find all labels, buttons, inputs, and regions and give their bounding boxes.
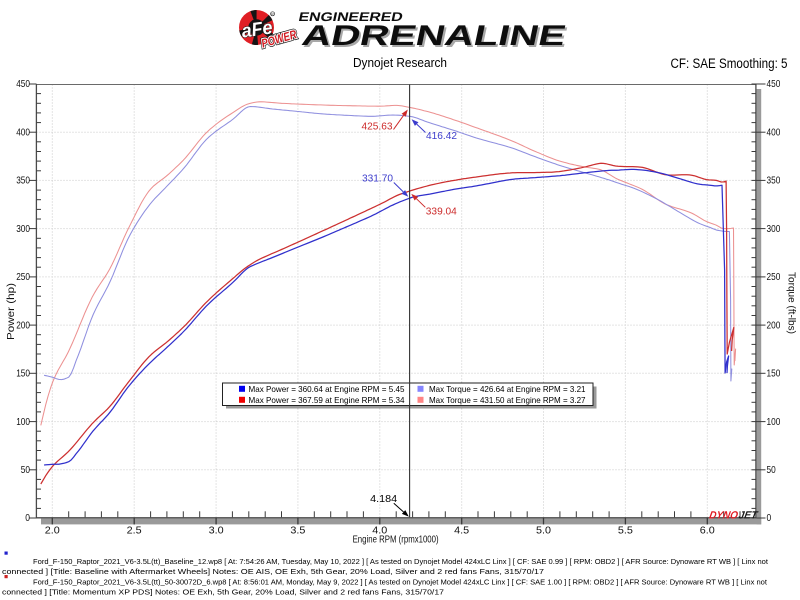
svg-text:ENGINEERED: ENGINEERED: [297, 10, 404, 24]
svg-text:connected ] [Title: Momentum X: connected ] [Title: Momentum XP PDS] Not…: [2, 588, 444, 597]
svg-text:5.5: 5.5: [618, 525, 633, 537]
svg-text:R: R: [271, 12, 274, 16]
svg-text:100: 100: [16, 416, 30, 428]
svg-text:ADRENALINE: ADRENALINE: [301, 22, 571, 54]
svg-text:350: 350: [16, 175, 30, 187]
svg-text:Torque (ft-lbs): Torque (ft-lbs): [786, 272, 798, 334]
svg-text:CF: SAE Smoothing: 5: CF: SAE Smoothing: 5: [671, 56, 788, 71]
svg-text:200: 200: [767, 319, 781, 331]
svg-text:Max Torque = 431.50 at Engine: Max Torque = 431.50 at Engine RPM = 3.27: [429, 396, 586, 405]
svg-text:Max Torque = 426.64 at Engine: Max Torque = 426.64 at Engine RPM = 3.21: [429, 385, 586, 394]
svg-text:150: 150: [767, 368, 781, 380]
svg-text:Max Power = 360.64 at Engine R: Max Power = 360.64 at Engine RPM = 5.45: [249, 385, 405, 394]
svg-text:connected ] [Title: Baseline w: connected ] [Title: Baseline with Afterm…: [2, 567, 544, 576]
svg-text:300: 300: [16, 223, 30, 235]
svg-text:4.5: 4.5: [454, 525, 469, 537]
svg-text:2.5: 2.5: [127, 525, 142, 537]
svg-text:200: 200: [16, 319, 30, 331]
svg-text:450: 450: [16, 78, 30, 90]
svg-text:3.0: 3.0: [209, 525, 224, 537]
svg-text:425.63: 425.63: [362, 121, 393, 133]
svg-text:Ford_F-150_Raptor_2021_V6-3.5L: Ford_F-150_Raptor_2021_V6-3.5L(tt)_50-30…: [33, 577, 768, 586]
svg-text:50: 50: [767, 464, 776, 476]
svg-text:416.42: 416.42: [426, 130, 457, 142]
svg-text:Max Power = 367.59 at Engine R: Max Power = 367.59 at Engine RPM = 5.34: [249, 396, 405, 405]
svg-text:250: 250: [767, 271, 781, 283]
svg-text:JET: JET: [738, 509, 760, 521]
svg-text:150: 150: [16, 368, 30, 380]
svg-text:DYNO: DYNO: [708, 509, 739, 521]
svg-text:339.04: 339.04: [426, 205, 457, 217]
svg-text:4.184: 4.184: [370, 493, 397, 505]
svg-text:0: 0: [767, 512, 772, 524]
svg-text:331.70: 331.70: [362, 173, 393, 185]
svg-text:400: 400: [16, 126, 30, 138]
svg-text:3.5: 3.5: [290, 525, 305, 537]
svg-text:50: 50: [21, 464, 30, 476]
svg-text:ADRENALINE: ADRENALINE: [299, 20, 569, 52]
svg-text:aFe: aFe: [240, 17, 274, 42]
svg-text:100: 100: [767, 416, 781, 428]
svg-text:300: 300: [767, 223, 781, 235]
svg-text:5.0: 5.0: [536, 525, 551, 537]
svg-text:Power (hp): Power (hp): [5, 283, 17, 340]
svg-text:Dynojet Research: Dynojet Research: [353, 55, 447, 70]
svg-text:6.0: 6.0: [700, 525, 715, 537]
svg-text:0: 0: [25, 512, 30, 524]
svg-text:Ford_F-150_Raptor_2021_V6-3.5L: Ford_F-150_Raptor_2021_V6-3.5L(tt)_Basel…: [33, 557, 769, 566]
svg-text:350: 350: [767, 175, 781, 187]
svg-text:4.0: 4.0: [372, 525, 387, 537]
svg-text:2.0: 2.0: [45, 525, 60, 537]
svg-text:450: 450: [767, 78, 781, 90]
svg-text:400: 400: [767, 126, 781, 138]
svg-text:Engine RPM (rpmx1000): Engine RPM (rpmx1000): [353, 535, 439, 546]
svg-text:250: 250: [16, 271, 30, 283]
